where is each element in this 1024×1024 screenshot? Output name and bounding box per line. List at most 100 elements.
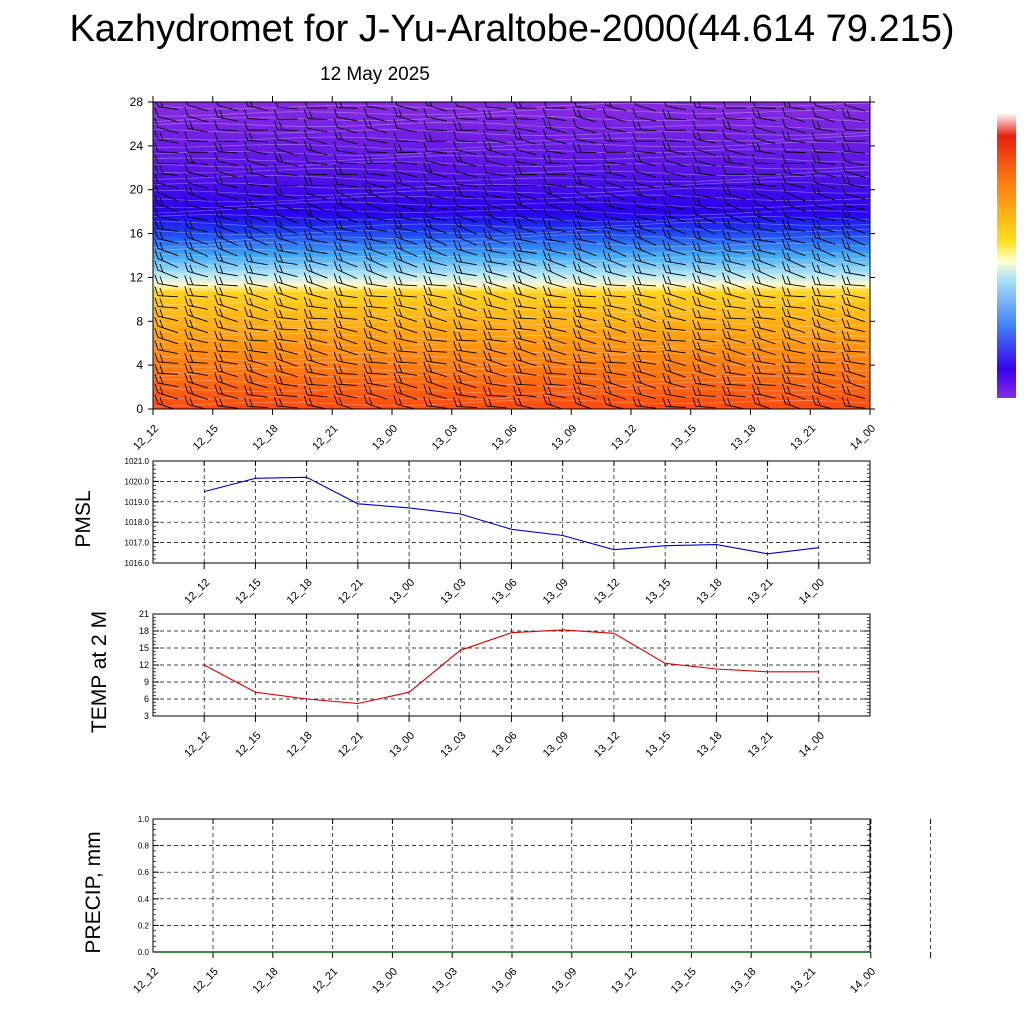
wind-barb — [274, 386, 298, 397]
wind-barb — [184, 196, 208, 211]
wind-barb-flag — [542, 273, 547, 283]
wind-barb-flag — [781, 194, 786, 205]
wind-barb-flag — [632, 162, 637, 172]
wind-barb-flag — [513, 296, 517, 307]
wind-barb-staff — [695, 348, 716, 355]
wind-barb-flag — [303, 284, 308, 294]
wind-barb-flag — [727, 397, 731, 407]
wind-barb-staff — [157, 258, 179, 268]
wind-barb-flag — [816, 252, 821, 262]
wind-barb-flag — [274, 350, 278, 360]
wind-barb — [752, 183, 776, 202]
wind-barb-flag — [542, 240, 547, 250]
wind-barb — [572, 164, 597, 177]
wind-barb — [453, 263, 477, 277]
wind-barb-flag — [483, 164, 487, 174]
wind-barb-flag — [542, 285, 547, 296]
wind-barb-flag — [184, 372, 189, 382]
wind-barb-flag — [841, 120, 846, 130]
wind-barb — [692, 396, 716, 409]
wind-barb-staff — [695, 148, 716, 156]
wind-barb-flag — [219, 143, 224, 153]
wind-barb-flag — [513, 102, 517, 109]
wind-barb-staff — [396, 236, 418, 245]
wind-barb — [453, 350, 477, 366]
isoline — [153, 240, 870, 249]
wind-barb — [513, 261, 537, 279]
wind-barb-flag — [632, 275, 637, 285]
wind-barb — [542, 317, 567, 333]
wind-barb-flag — [572, 207, 577, 217]
wind-barb-flag — [697, 297, 702, 307]
wind-barb-flag — [811, 107, 816, 117]
wind-barb — [303, 272, 328, 290]
wind-barb-flag — [752, 339, 756, 349]
wind-barb-flag — [816, 186, 821, 195]
isoline — [153, 274, 870, 281]
wind-barb — [841, 162, 866, 178]
wind-barb — [274, 319, 298, 331]
wind-barb-staff — [396, 140, 417, 143]
wind-barb-staff — [785, 305, 806, 309]
wind-barb-flag — [308, 364, 313, 374]
wind-barb — [154, 142, 178, 154]
wind-barb-staff — [844, 293, 866, 299]
wind-barb-flag — [154, 118, 159, 128]
wind-barb-staff — [396, 381, 418, 389]
wind-barb-flag — [607, 264, 612, 273]
wind-barb — [393, 296, 418, 310]
wind-barb-flag — [483, 374, 487, 384]
wind-barb — [572, 142, 597, 154]
wind-barb-flag — [333, 308, 338, 318]
wind-barb-flag — [274, 396, 278, 407]
wind-barb-staff — [695, 249, 716, 255]
wind-barb-staff — [366, 227, 388, 232]
wind-barb-staff — [815, 216, 836, 221]
wind-barb-flag — [727, 121, 731, 130]
wind-barb-staff — [366, 126, 388, 134]
wind-barb-flag — [488, 110, 492, 120]
wind-barb-staff — [157, 191, 179, 202]
wind-barb-staff — [396, 392, 418, 400]
wind-barb — [841, 217, 866, 234]
wind-barb-staff — [277, 271, 298, 278]
wind-barb — [752, 327, 776, 345]
wind-barb-flag — [488, 208, 492, 217]
wind-barb-staff — [217, 370, 238, 378]
wind-barb-flag — [393, 341, 398, 351]
wind-barb-staff — [755, 393, 776, 399]
wind-barb-staff — [396, 247, 418, 257]
wind-barb — [214, 207, 238, 222]
wind-barb-staff — [366, 115, 388, 123]
wind-barb-flag — [154, 164, 159, 174]
wind-barb-flag — [274, 130, 278, 140]
wind-barb-staff — [516, 149, 537, 156]
wind-barb-flag — [249, 353, 253, 362]
wind-barb-staff — [456, 248, 477, 256]
wind-barb — [692, 361, 716, 378]
wind-barb — [543, 102, 567, 109]
wind-barb — [303, 194, 328, 213]
wind-barb-flag — [189, 154, 194, 164]
wind-barb-flag — [632, 207, 637, 217]
wind-barb-staff — [456, 260, 477, 266]
wind-barb — [453, 185, 477, 199]
wind-barb-staff — [187, 247, 208, 257]
isoline — [153, 115, 870, 123]
y-tick-label: 1.0 — [138, 815, 150, 824]
wind-barb-staff — [337, 383, 358, 387]
wind-barb — [752, 230, 776, 243]
wind-barb-flag — [189, 343, 194, 352]
wind-barb-staff — [217, 360, 238, 365]
wind-barb-flag — [513, 184, 517, 194]
y-tick-label: 1016.0 — [125, 559, 150, 568]
wind-barb-staff — [247, 406, 268, 408]
wind-barb-staff — [605, 371, 627, 376]
wind-barb-staff — [307, 260, 328, 266]
isoline — [153, 280, 870, 289]
wind-barb-flag — [752, 218, 756, 228]
wind-barb-flag — [308, 231, 313, 241]
wind-barb — [542, 129, 567, 145]
wind-barb-staff — [396, 325, 418, 334]
wind-barb-flag — [214, 217, 219, 227]
